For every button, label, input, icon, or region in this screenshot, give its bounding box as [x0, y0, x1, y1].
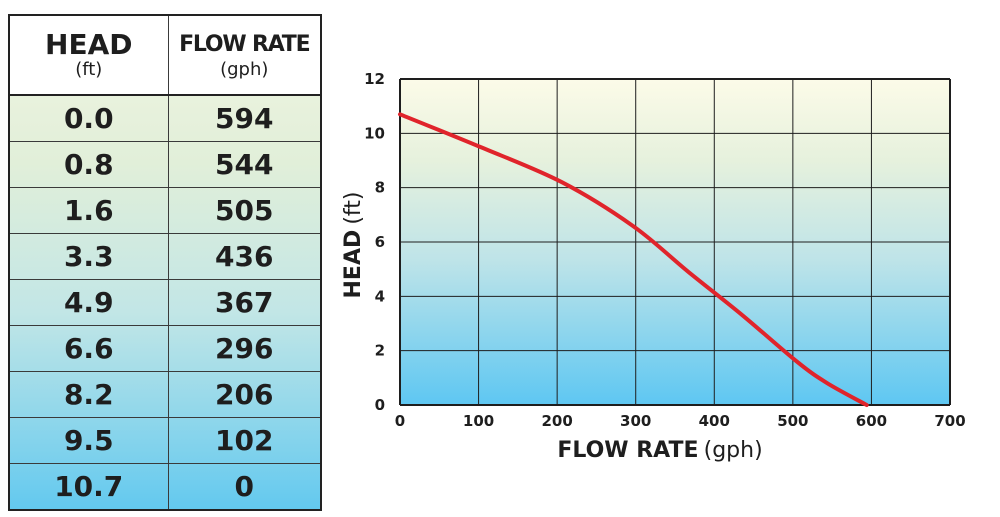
y-tick-label: 8 — [375, 179, 385, 197]
flow-value-cell: 367 — [167, 279, 322, 326]
head-value-cell: 8.2 — [8, 371, 169, 418]
y-tick-label: 0 — [375, 396, 385, 414]
x-tick-label: 100 — [463, 412, 494, 430]
head-column-unit: (ft) — [75, 59, 103, 80]
x-tick-label: 400 — [699, 412, 730, 430]
x-tick-label: 0 — [395, 412, 405, 430]
head-column-header: HEAD (ft) — [8, 14, 169, 96]
table-row: 1.6 505 — [8, 187, 322, 234]
x-axis-title: FLOW RATE (gph) — [557, 438, 762, 463]
y-axis-label: HEAD — [341, 230, 366, 299]
head-value-cell: 6.6 — [8, 325, 169, 372]
flow-value-cell: 206 — [167, 371, 322, 418]
table-row: 9.5 102 — [8, 417, 322, 464]
flow-value-cell: 505 — [167, 187, 322, 234]
table-row: 0.0 594 — [8, 94, 322, 142]
y-axis-unit: (ft) — [341, 192, 366, 225]
head-value-cell: 4.9 — [8, 279, 169, 326]
x-axis-label: FLOW RATE — [557, 438, 698, 463]
y-tick-label: 12 — [364, 70, 385, 88]
head-column-label: HEAD — [45, 28, 133, 61]
x-axis-ticks: 0 100 200 300 400 500 600 700 — [395, 412, 966, 430]
y-tick-label: 2 — [375, 342, 385, 360]
x-tick-label: 300 — [620, 412, 651, 430]
head-value-cell: 10.7 — [8, 463, 169, 511]
flow-value-cell: 544 — [167, 141, 322, 188]
y-tick-label: 4 — [375, 287, 385, 305]
flow-column-header: FLOW RATE (gph) — [167, 14, 322, 96]
flow-column-label: FLOW RATE — [179, 32, 311, 57]
table-row: 10.7 0 — [8, 463, 322, 511]
head-flow-curve — [398, 112, 869, 407]
table-body: 0.0 594 0.8 544 1.6 505 3.3 436 4.9 367 6.6 296 8.2 2… — [8, 94, 322, 511]
flow-value-cell: 102 — [167, 417, 322, 464]
x-axis-unit: (gph) — [704, 438, 763, 463]
flow-value-cell: 0 — [167, 463, 322, 511]
y-axis-title: HEAD (ft) — [341, 192, 366, 299]
flow-value-cell: 436 — [167, 233, 322, 280]
x-tick-label: 500 — [777, 412, 808, 430]
y-axis-ticks: 0 2 4 6 8 10 12 — [364, 70, 385, 414]
head-value-cell: 9.5 — [8, 417, 169, 464]
y-tick-label: 6 — [375, 233, 385, 251]
table-row: 8.2 206 — [8, 371, 322, 418]
flow-value-cell: 296 — [167, 325, 322, 372]
table-row: 6.6 296 — [8, 325, 322, 372]
x-tick-label: 600 — [856, 412, 887, 430]
grid — [399, 78, 951, 406]
pump-data-table: HEAD (ft) FLOW RATE (gph) 0.0 594 0.8 544 1.… — [8, 14, 322, 511]
y-tick-label: 10 — [364, 124, 385, 142]
flow-column-unit: (gph) — [220, 59, 269, 80]
head-value-cell: 1.6 — [8, 187, 169, 234]
table-header: HEAD (ft) FLOW RATE (gph) — [8, 14, 322, 96]
x-tick-label: 700 — [934, 412, 965, 430]
table-row: 4.9 367 — [8, 279, 322, 326]
x-tick-label: 200 — [541, 412, 572, 430]
